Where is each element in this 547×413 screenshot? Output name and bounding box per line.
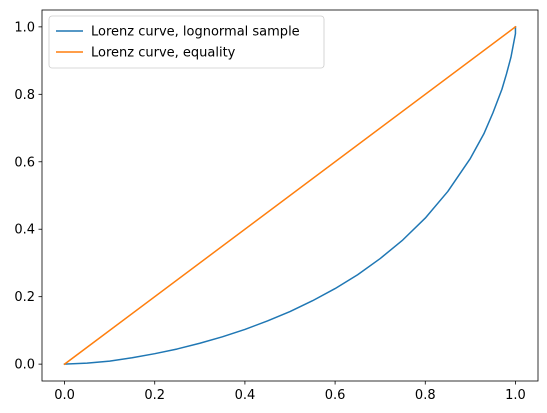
x-tick-label: 0.2 bbox=[144, 388, 165, 403]
y-tick-label: 0.2 bbox=[14, 290, 35, 305]
x-tick-label: 1.0 bbox=[505, 388, 526, 403]
x-tick-label: 0.6 bbox=[325, 388, 346, 403]
y-tick-label: 0.8 bbox=[14, 88, 35, 103]
x-tick-label: 0.0 bbox=[54, 388, 75, 403]
series-line-1 bbox=[63, 25, 517, 366]
x-tick-label: 0.8 bbox=[415, 388, 436, 403]
y-tick-label: 0.6 bbox=[14, 155, 35, 170]
legend-label-1: Lorenz curve, equality bbox=[91, 46, 236, 61]
series-layer bbox=[63, 25, 517, 366]
legend-label-0: Lorenz curve, lognormal sample bbox=[91, 25, 300, 40]
y-tick-label: 1.0 bbox=[14, 20, 35, 35]
legend-box bbox=[48, 15, 325, 69]
plot-frame bbox=[41, 9, 539, 382]
y-tick-label: 0.0 bbox=[14, 358, 35, 373]
y-tick-label: 0.4 bbox=[14, 223, 35, 238]
x-tick-label: 0.4 bbox=[235, 388, 256, 403]
series-line-0 bbox=[63, 26, 517, 365]
legend: Lorenz curve, lognormal sample Lorenz cur… bbox=[48, 15, 325, 69]
ticks-layer: 0.0 0.2 0.4 0.6 0.8 1.0 0.0 0.2 0.4 0.6 0.8 1.0 bbox=[14, 20, 525, 403]
